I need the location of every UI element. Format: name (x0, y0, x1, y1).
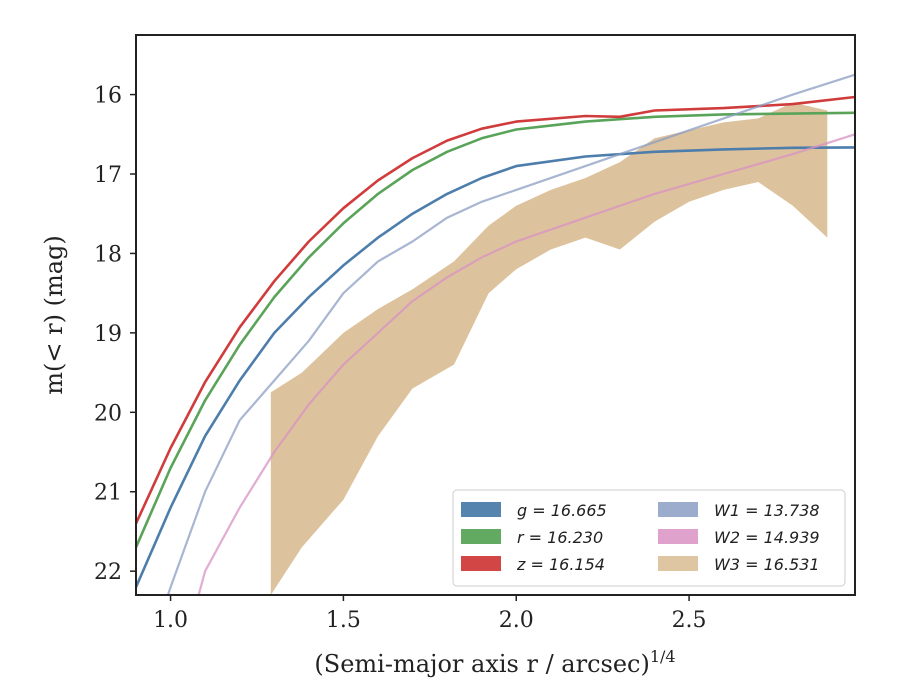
y-axis-label: m(< r) (mag) (40, 235, 68, 394)
y-tick-label: 18 (94, 242, 122, 267)
legend-swatch (658, 529, 698, 544)
y-tick-label: 20 (94, 401, 122, 426)
x-axis-label-main: (Semi-major axis r / arcsec) (314, 650, 649, 678)
x-axis-label: (Semi-major axis r / arcsec)1/4 (314, 647, 675, 678)
legend-swatch (658, 502, 698, 517)
series-group (136, 73, 855, 595)
legend-entry: W2 = 14.939 (714, 528, 820, 547)
series-line-w2 (197, 133, 855, 595)
legend-swatch (658, 556, 698, 571)
legend-swatch (461, 556, 501, 571)
y-tick-label: 19 (94, 322, 122, 347)
legend-entry: r = 16.230 (517, 528, 603, 547)
legend-entry: z = 16.154 (516, 555, 605, 574)
series-line-r (136, 111, 855, 549)
x-tick-label: 1.0 (153, 608, 188, 633)
plot-frame (135, 34, 856, 596)
y-tick-label: 22 (94, 560, 122, 585)
x-axis-label-sup: 1/4 (650, 647, 676, 666)
series-band-w3 (270, 102, 828, 595)
y-axis: 16 17 18 19 20 21 22 (94, 84, 136, 585)
legend-swatch (461, 502, 501, 517)
legend-entry: W1 = 13.738 (714, 501, 820, 520)
x-tick-label: 2.5 (672, 608, 707, 633)
y-tick-label: 16 (94, 84, 122, 109)
legend: g = 16.665 r = 16.230 z = 16.154 W1 = 13.73… (452, 489, 846, 587)
legend-entry: W3 = 16.531 (714, 555, 820, 574)
x-tick-label: 1.5 (326, 608, 361, 633)
x-tick-label: 2.0 (499, 608, 534, 633)
legend-swatch (461, 529, 501, 544)
x-axis: 1.0 1.5 2.0 2.5 (153, 595, 707, 633)
series-line-g (136, 146, 855, 589)
series-line-w1 (166, 73, 855, 595)
series-line-z (136, 95, 855, 525)
legend-entry: g = 16.665 (517, 501, 607, 520)
y-tick-label: 17 (94, 163, 122, 188)
legend-box (452, 489, 846, 587)
plot-area (135, 34, 856, 596)
y-tick-label: 21 (94, 481, 122, 506)
